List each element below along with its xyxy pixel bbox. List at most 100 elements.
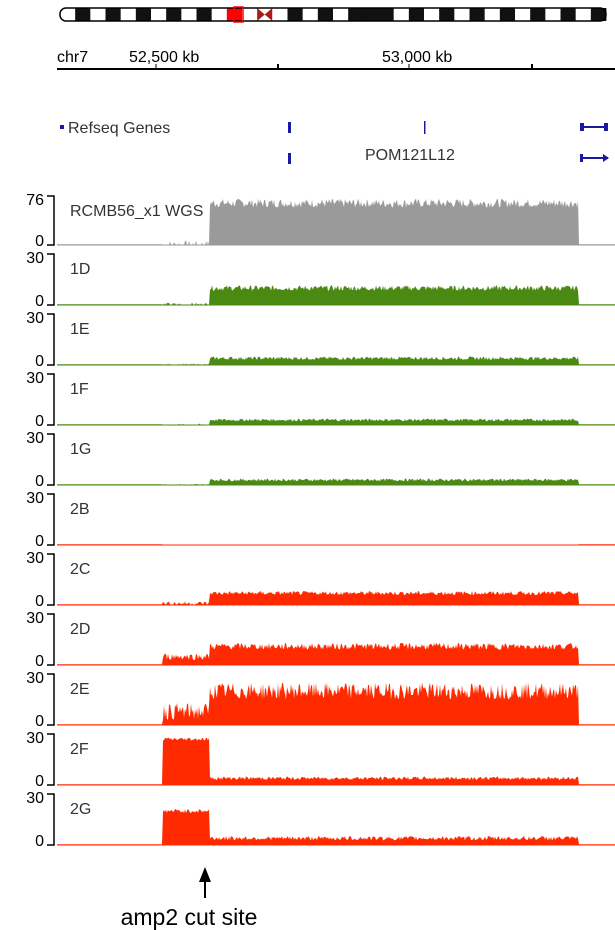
y-axis-bracket bbox=[47, 195, 55, 246]
ideogram-band bbox=[242, 8, 258, 21]
chromosome-label: chr7 bbox=[57, 49, 88, 66]
y-min-label: 0 bbox=[35, 473, 44, 490]
y-axis-bracket bbox=[47, 313, 55, 366]
coverage-track: 30 0 2F bbox=[26, 730, 615, 790]
track-name-label: 2G bbox=[70, 801, 91, 818]
ideogram-band bbox=[60, 8, 76, 21]
y-axis-bracket bbox=[47, 253, 55, 306]
gene-track-label: Refseq Genes bbox=[68, 120, 170, 137]
y-max-label: 30 bbox=[26, 370, 44, 387]
ideogram-band bbox=[302, 8, 319, 21]
y-min-label: 0 bbox=[35, 353, 44, 370]
y-axis-bracket bbox=[47, 433, 55, 486]
ideogram-band bbox=[393, 8, 410, 21]
ideogram-band bbox=[424, 8, 440, 21]
coverage-track: 30 0 1D bbox=[26, 250, 615, 310]
y-max-label: 30 bbox=[26, 490, 44, 507]
y-min-label: 0 bbox=[35, 293, 44, 310]
coverage-track: 30 0 2E bbox=[26, 670, 615, 730]
y-axis-bracket bbox=[47, 793, 55, 846]
track-name-label: 1D bbox=[70, 261, 90, 278]
y-max-label: 30 bbox=[26, 250, 44, 267]
y-min-label: 0 bbox=[35, 233, 44, 250]
coverage-track: 30 0 1E bbox=[26, 310, 615, 370]
ideogram-band bbox=[151, 8, 167, 21]
ideogram-band bbox=[439, 8, 455, 21]
ideogram-band bbox=[166, 8, 182, 21]
cut-site-label: amp2 cut site bbox=[121, 904, 258, 930]
cut-site-annotation: amp2 cut site bbox=[121, 867, 258, 930]
coverage-area bbox=[57, 285, 615, 305]
coverage-area bbox=[57, 682, 615, 725]
y-min-label: 0 bbox=[35, 533, 44, 550]
y-min-label: 0 bbox=[35, 713, 44, 730]
coverage-track: 30 0 1G bbox=[26, 430, 615, 490]
ideogram-band bbox=[590, 8, 607, 21]
y-max-label: 30 bbox=[26, 730, 44, 747]
coverage-area bbox=[57, 478, 615, 485]
coverage-area bbox=[57, 591, 615, 605]
coverage-track: 30 0 2G bbox=[26, 790, 615, 850]
ruler-tick-label-1: 52,500 kb bbox=[129, 49, 199, 66]
coordinate-ruler: chr7 52,500 kb 53,000 kb bbox=[57, 49, 615, 70]
y-axis-bracket bbox=[47, 553, 55, 606]
gene-exon bbox=[424, 121, 426, 134]
y-min-label: 0 bbox=[35, 413, 44, 430]
ideogram-outline bbox=[59, 7, 607, 22]
ideogram-band bbox=[575, 8, 592, 21]
coverage-area bbox=[57, 356, 615, 365]
y-axis-bracket bbox=[47, 613, 55, 666]
track-name-label: 2C bbox=[70, 561, 90, 578]
ideogram-band bbox=[287, 8, 304, 21]
y-max-label: 30 bbox=[26, 670, 44, 687]
y-max-label: 30 bbox=[26, 550, 44, 567]
coverage-area bbox=[57, 642, 615, 665]
ideogram-current-region bbox=[233, 6, 244, 23]
ideogram-band bbox=[135, 8, 152, 21]
cut-site-arrow-icon bbox=[199, 867, 211, 882]
track-name-label: 2D bbox=[70, 621, 90, 638]
gene-arrow-right bbox=[580, 123, 609, 162]
gene-name: POM121L12 bbox=[365, 147, 455, 164]
ruler-tick-label-2: 53,000 kb bbox=[382, 49, 452, 66]
centromere-icon bbox=[264, 8, 273, 21]
track-name-label: 1F bbox=[70, 381, 89, 398]
y-max-label: 76 bbox=[26, 192, 44, 209]
gene-exon bbox=[288, 153, 291, 164]
ideogram-band bbox=[363, 8, 379, 21]
y-min-label: 0 bbox=[35, 833, 44, 850]
coverage-track: 30 0 2C bbox=[26, 550, 615, 610]
ideogram-band bbox=[499, 8, 516, 21]
coverage-track: 76 0 RCMB56_x1 WGS bbox=[26, 192, 615, 250]
ideogram-band bbox=[515, 8, 531, 21]
ideogram-band bbox=[211, 8, 228, 21]
track-name-label: 2F bbox=[70, 741, 89, 758]
y-axis-bracket bbox=[47, 373, 55, 426]
y-max-label: 30 bbox=[26, 610, 44, 627]
y-axis-bracket bbox=[47, 733, 55, 786]
y-min-label: 0 bbox=[35, 773, 44, 790]
centromere-icon bbox=[257, 8, 265, 21]
refseq-gene-track: Refseq Genes POM121L12 bbox=[60, 120, 609, 164]
ideogram-band bbox=[530, 8, 546, 21]
coverage-track: 30 0 2B bbox=[26, 490, 615, 550]
ideogram-band bbox=[560, 8, 577, 21]
y-axis-bracket bbox=[47, 493, 55, 546]
y-min-label: 0 bbox=[35, 593, 44, 610]
coverage-track: 30 0 1F bbox=[26, 370, 615, 430]
ideogram-band bbox=[196, 8, 213, 21]
ideogram-band bbox=[90, 8, 106, 21]
y-max-label: 30 bbox=[26, 790, 44, 807]
ideogram-band bbox=[317, 8, 334, 21]
ideogram-band bbox=[105, 8, 122, 21]
track-name-label: 2E bbox=[70, 681, 90, 698]
y-max-label: 30 bbox=[26, 310, 44, 327]
y-min-label: 0 bbox=[35, 653, 44, 670]
ideogram-band bbox=[378, 8, 395, 21]
ideogram-band bbox=[408, 8, 425, 21]
y-axis-bracket bbox=[47, 673, 55, 726]
track-name-label: 1G bbox=[70, 441, 91, 458]
track-name-label: 1E bbox=[70, 321, 90, 338]
ideogram-band bbox=[454, 8, 470, 21]
